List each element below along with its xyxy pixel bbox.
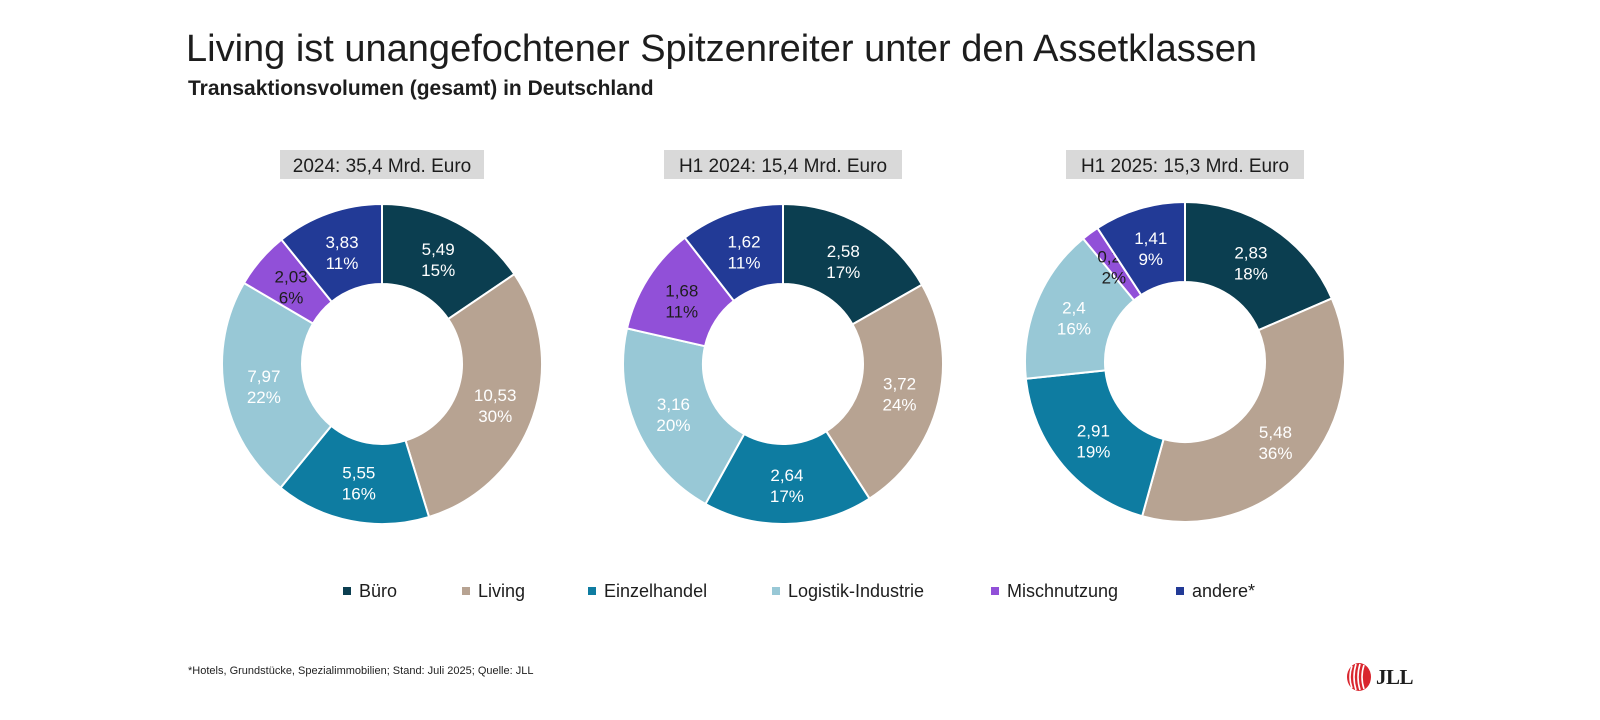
donut-percent-label: 16% xyxy=(342,485,376,504)
donut-value-label: 3,16 xyxy=(657,395,690,414)
donut-percent-label: 16% xyxy=(1057,320,1091,339)
donut-value-label: 5,49 xyxy=(422,240,455,259)
donut-percent-label: 17% xyxy=(770,487,804,506)
donut-value-label: 2,64 xyxy=(770,466,803,485)
donut-chart-2: H1 2024: 15,4 Mrd. Euro 2,58 17% 3,72 24% 2,6… xyxy=(622,150,944,525)
donut-chart-title: 2024: 35,4 Mrd. Euro xyxy=(293,156,472,177)
donut-slice-living xyxy=(1140,297,1346,523)
donut-value-label: 3,72 xyxy=(883,375,916,394)
donut-percent-label: 6% xyxy=(279,289,304,308)
legend-swatch-andere xyxy=(1176,587,1184,595)
legend-label-buero: Büro xyxy=(359,580,398,601)
donut-value-label: 2,4 xyxy=(1062,299,1086,318)
legend-item-logistik: Logistik-Industrie xyxy=(772,579,924,603)
legend-swatch-buero xyxy=(343,587,351,595)
donut-percent-label: 36% xyxy=(1258,444,1292,463)
donut-value-label: 1,41 xyxy=(1134,229,1167,248)
footnote: *Hotels, Grundstücke, Spezialimmobilien;… xyxy=(188,665,534,677)
donut-percent-label: 15% xyxy=(421,261,455,280)
legend-label-living: Living xyxy=(478,580,526,601)
donut-percent-label: 9% xyxy=(1138,250,1163,269)
donut-percent-label: 30% xyxy=(478,407,512,426)
donut-value-label: 2,91 xyxy=(1077,422,1110,441)
donut-slice-logistik-industrie xyxy=(622,327,746,506)
donut-charts: 2024: 35,4 Mrd. Euro 5,49 15% 10,53 30% 5,55 1… xyxy=(221,150,1346,525)
legend-item-living: Living xyxy=(462,579,525,603)
donut-slice-living xyxy=(824,283,944,500)
legend-swatch-einzelhandel xyxy=(588,587,596,595)
donut-value-label: 1,62 xyxy=(728,232,761,251)
page-subtitle: Transaktionsvolumen (gesamt) in Deutschl… xyxy=(188,77,654,100)
legend-swatch-living xyxy=(462,587,470,595)
donut-slice-living xyxy=(404,272,543,519)
donut-value-label: 1,68 xyxy=(665,282,698,301)
legend-label-mischnutzung: Mischnutzung xyxy=(1007,580,1119,601)
donut-slice-einzelhandel xyxy=(704,429,871,525)
jll-logo: JLL xyxy=(1346,662,1414,692)
donut-value-label: 5,55 xyxy=(342,464,375,483)
donut-percent-label: 11% xyxy=(728,253,761,272)
donut-chart-1: 2024: 35,4 Mrd. Euro 5,49 15% 10,53 30% 5,55 1… xyxy=(221,150,543,525)
donut-chart-3: H1 2025: 15,3 Mrd. Euro 2,83 18% 5,48 36% 2,9… xyxy=(1024,150,1346,523)
donut-value-label: 10,53 xyxy=(474,386,517,405)
legend-item-buero: Büro xyxy=(343,579,397,603)
donut-slice-logistik-industrie xyxy=(221,281,333,490)
legend-label-logistik: Logistik-Industrie xyxy=(788,580,925,601)
legend-item-mischnutzung: Mischnutzung xyxy=(991,579,1118,603)
donut-chart-title-box xyxy=(664,150,902,179)
legend-item-einzelhandel: Einzelhandel xyxy=(588,579,707,603)
donut-percent-label: 2% xyxy=(1102,268,1127,287)
legend-label-einzelhandel: Einzelhandel xyxy=(604,580,708,601)
donut-percent-label: 19% xyxy=(1076,443,1110,462)
page-title: Living ist unangefochtener Spitzenreiter… xyxy=(186,28,1257,70)
donut-value-label: 2,03 xyxy=(275,268,308,287)
donut-percent-label: 20% xyxy=(656,416,690,435)
donut-value-label: 5,48 xyxy=(1259,423,1292,442)
chart-legend: Büro Living Einzelhandel Logistik-Indust… xyxy=(0,579,1600,603)
donut-value-label: 7,97 xyxy=(247,367,280,386)
donut-value-label: 2,58 xyxy=(827,242,860,261)
donut-percent-label: 11% xyxy=(326,254,359,273)
donut-value-label: 2,83 xyxy=(1234,244,1267,263)
donut-slice-einzelhandel xyxy=(1024,369,1165,518)
donut-percent-label: 17% xyxy=(826,263,860,282)
donut-percent-label: 24% xyxy=(883,396,917,415)
jll-logo-icon xyxy=(1347,663,1371,691)
donut-slice-buero xyxy=(1184,200,1334,332)
donut-percent-label: 11% xyxy=(665,303,698,322)
donut-slice-andere xyxy=(683,202,784,303)
donut-percent-label: 18% xyxy=(1234,265,1268,284)
legend-label-andere: andere* xyxy=(1192,580,1256,601)
donut-chart-title-box xyxy=(280,150,484,179)
donut-chart-title: H1 2025: 15,3 Mrd. Euro xyxy=(1081,156,1289,177)
donut-chart-title: H1 2024: 15,4 Mrd. Euro xyxy=(679,156,887,177)
legend-item-andere: andere* xyxy=(1176,579,1255,603)
donut-slice-andere xyxy=(280,202,383,304)
donut-slice-andere xyxy=(1096,200,1186,297)
legend-swatch-mischnutzung xyxy=(991,587,999,595)
donut-percent-label: 22% xyxy=(247,388,281,407)
donut-value-label: 3,83 xyxy=(325,233,358,252)
legend-swatch-logistik xyxy=(772,587,780,595)
donut-chart-title-box xyxy=(1066,150,1304,179)
jll-logo-text: JLL xyxy=(1376,664,1414,689)
